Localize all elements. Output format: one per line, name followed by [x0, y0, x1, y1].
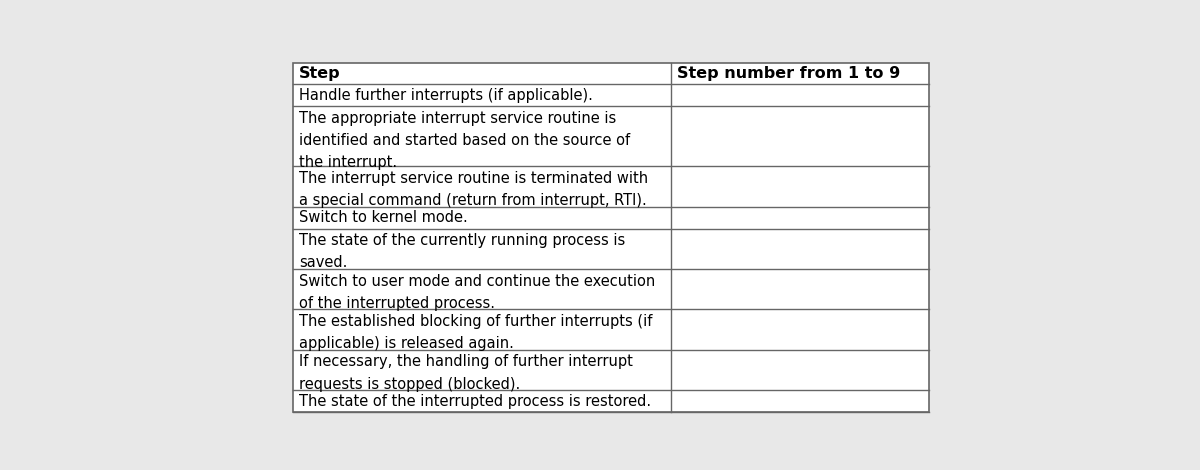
Text: Switch to user mode and continue the execution
of the interrupted process.: Switch to user mode and continue the exe… — [299, 274, 655, 311]
Text: Step number from 1 to 9: Step number from 1 to 9 — [677, 66, 900, 81]
Text: The established blocking of further interrupts (if
applicable) is released again: The established blocking of further inte… — [299, 314, 652, 351]
Text: Handle further interrupts (if applicable).: Handle further interrupts (if applicable… — [299, 88, 593, 103]
Text: Step: Step — [299, 66, 341, 81]
Bar — [293, 63, 929, 412]
Text: The state of the interrupted process is restored.: The state of the interrupted process is … — [299, 394, 650, 409]
Text: The appropriate interrupt service routine is
identified and started based on the: The appropriate interrupt service routin… — [299, 111, 630, 170]
Text: Switch to kernel mode.: Switch to kernel mode. — [299, 210, 468, 225]
Text: If necessary, the handling of further interrupt
requests is stopped (blocked).: If necessary, the handling of further in… — [299, 354, 632, 392]
Text: The state of the currently running process is
saved.: The state of the currently running proce… — [299, 233, 625, 270]
Text: The interrupt service routine is terminated with
a special command (return from : The interrupt service routine is termina… — [299, 171, 648, 208]
